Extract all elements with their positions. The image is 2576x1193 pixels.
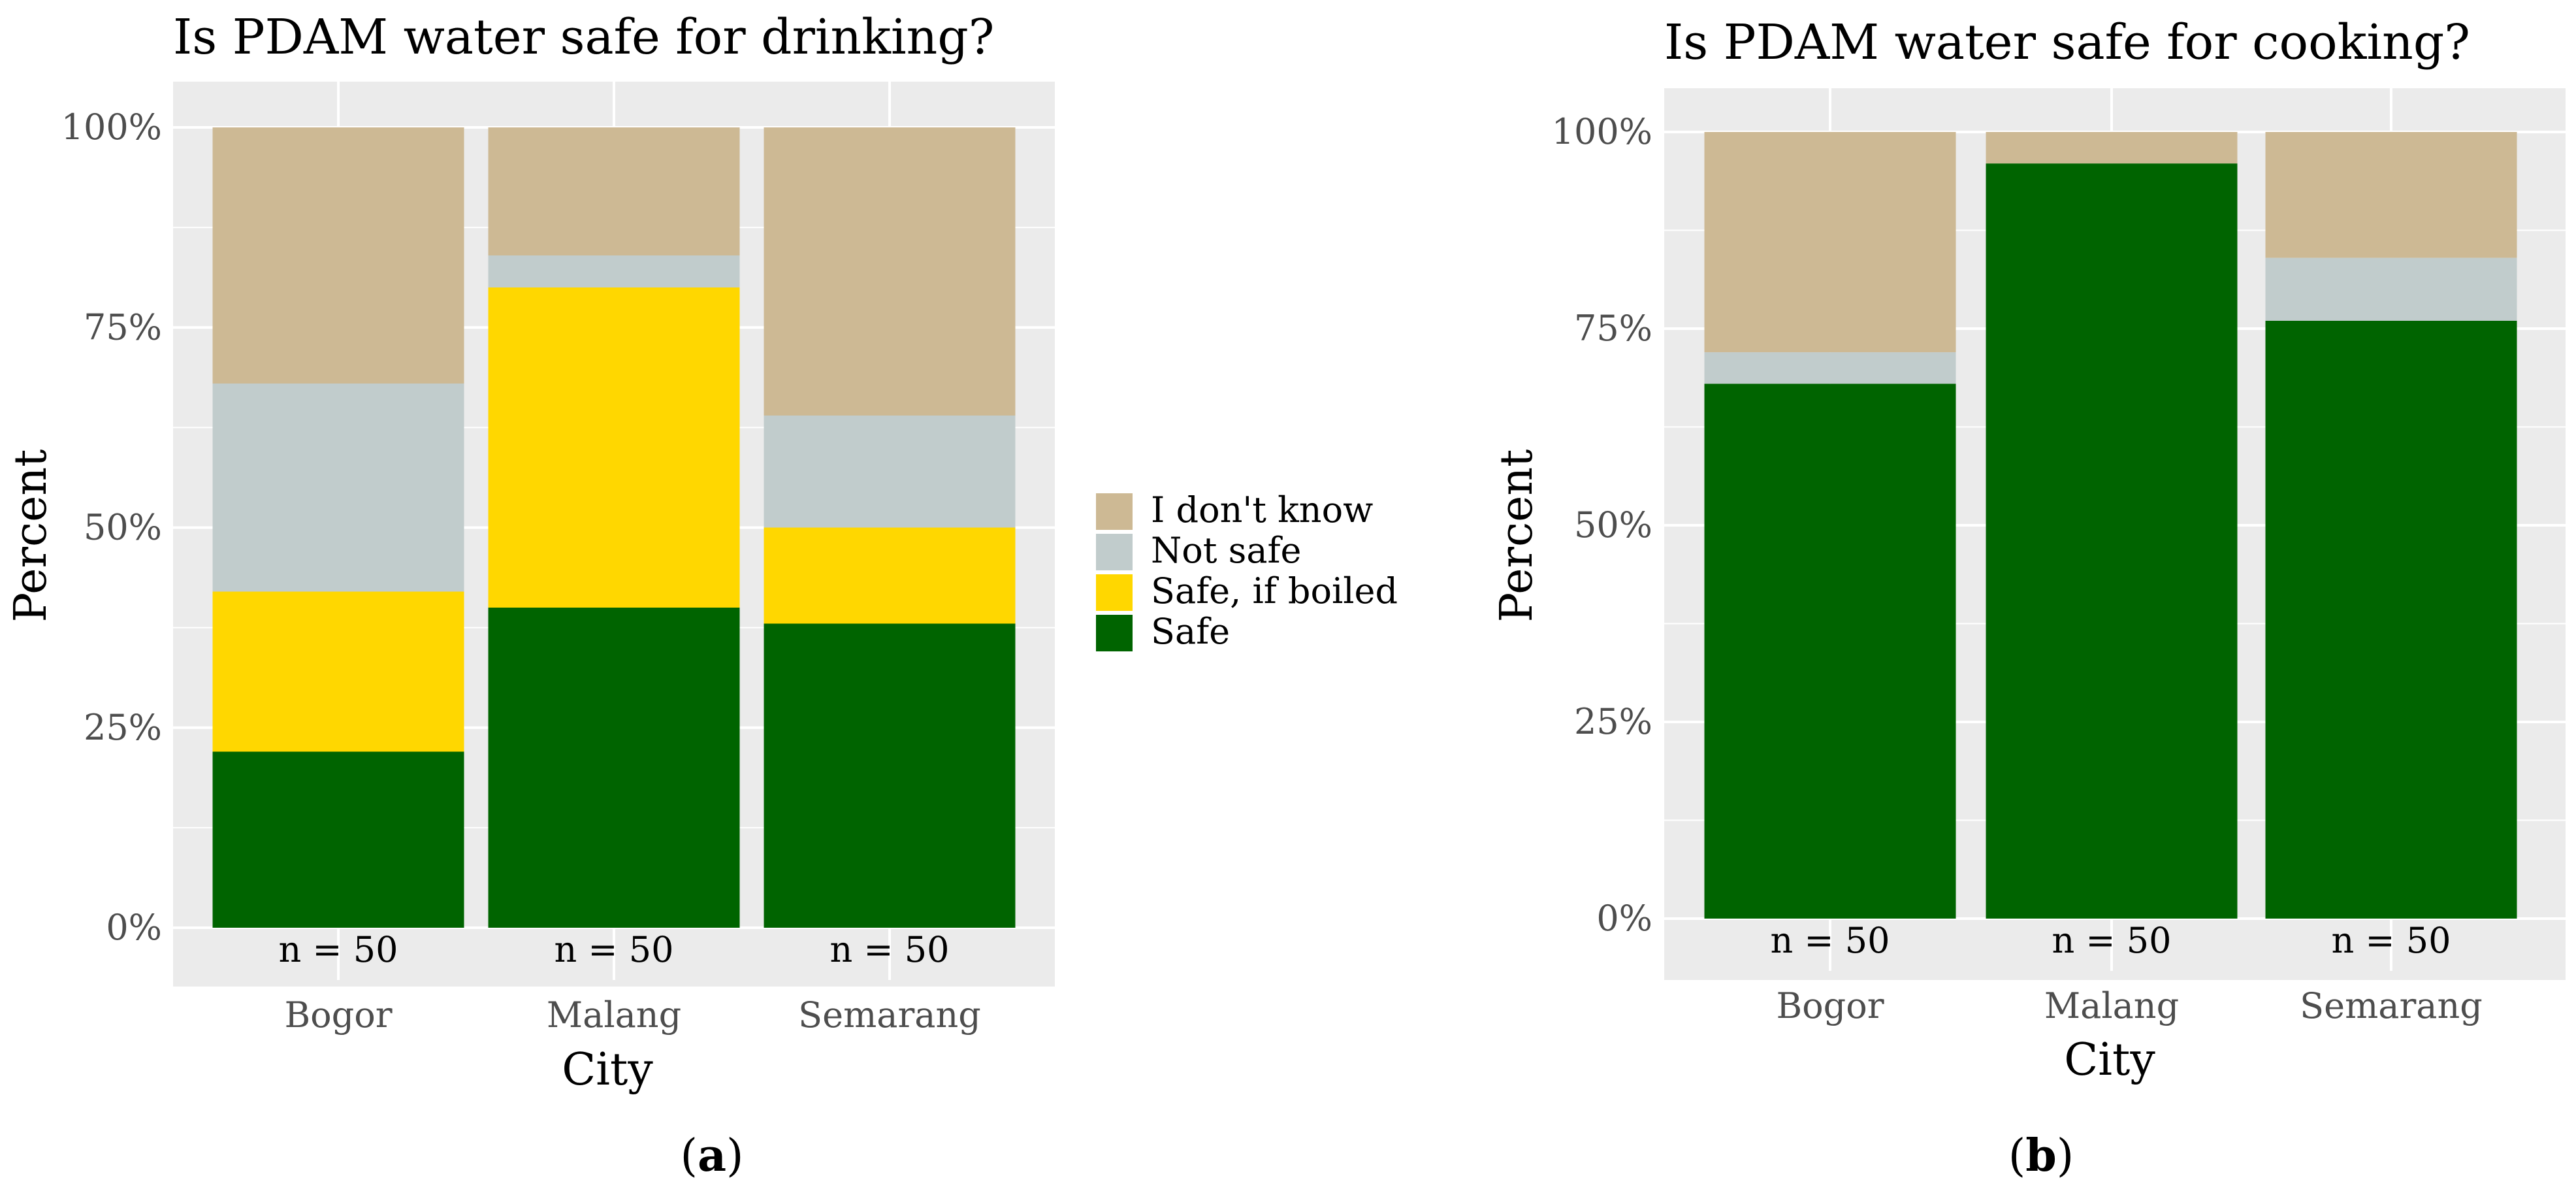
n-label-malang: n = 50 xyxy=(2052,920,2171,961)
x-tick-label-bogor: Bogor xyxy=(284,994,392,1036)
n-label-bogor: n = 50 xyxy=(1770,920,1890,961)
x-tick-label-bogor: Bogor xyxy=(1776,985,1884,1026)
drinking-n-labels: n = 50 n = 50 n = 50 xyxy=(278,929,949,970)
cooking-n-labels: n = 50 n = 50 n = 50 xyxy=(1770,920,2451,961)
bar-segment-malang-i-don-t-know xyxy=(1986,132,2238,164)
panel-label-b-letter: b xyxy=(2025,1130,2057,1182)
bar-segment-semarang-not-safe xyxy=(2265,257,2517,321)
cooking-y-tick-labels: 0% 25% 50% 75% 100% xyxy=(1552,111,1652,939)
drinking-y-tick-labels: 0% 25% 50% 75% 100% xyxy=(61,106,162,948)
cooking-x-axis-title: City xyxy=(2064,1034,2155,1086)
y-tick-label: 0% xyxy=(1596,898,1652,939)
n-label-bogor: n = 50 xyxy=(278,929,398,970)
bar-segment-semarang-i-don-t-know xyxy=(764,127,1016,416)
y-tick-label: 100% xyxy=(61,106,162,148)
cooking-chart: Is PDAM water safe for cooking? 0% 25% 50%… xyxy=(1491,14,2566,1182)
cooking-bars xyxy=(1704,132,2517,919)
drinking-chart: Is PDAM water safe for drinking? 0% 25% 50… xyxy=(5,9,1055,1182)
legend-key-i-don-t-know xyxy=(1096,493,1133,530)
bar-segment-bogor-not-safe xyxy=(1704,352,1956,384)
drinking-bars xyxy=(212,127,1016,928)
panel-label-b: (b) xyxy=(2008,1130,2074,1182)
bar-segment-bogor-safe xyxy=(1704,384,1956,919)
legend-label: Not safe xyxy=(1151,530,1301,571)
bar-segment-semarang-i-don-t-know xyxy=(2265,132,2517,258)
n-label-semarang: n = 50 xyxy=(2331,920,2451,961)
bar-segment-bogor-safe-if-boiled xyxy=(212,591,464,752)
legend-key-safe-if-boiled xyxy=(1096,574,1133,611)
cooking-x-tick-labels: Bogor Malang Semarang xyxy=(1776,985,2482,1026)
n-label-semarang: n = 50 xyxy=(829,929,949,970)
y-tick-label: 100% xyxy=(1552,111,1652,152)
bar-segment-bogor-not-safe xyxy=(212,384,464,592)
y-tick-label: 75% xyxy=(1574,308,1652,349)
x-tick-label-malang: Malang xyxy=(2044,985,2179,1026)
bar-segment-malang-safe xyxy=(488,608,740,928)
bar-segment-malang-safe xyxy=(1986,163,2238,919)
n-label-malang: n = 50 xyxy=(554,929,673,970)
legend-key-not-safe xyxy=(1096,534,1133,570)
y-tick-label: 75% xyxy=(84,306,162,348)
bar-segment-malang-not-safe xyxy=(488,255,740,287)
drinking-x-axis-title: City xyxy=(562,1044,653,1096)
legend-label: Safe, if boiled xyxy=(1151,570,1398,612)
bar-segment-bogor-safe xyxy=(212,751,464,928)
drinking-x-tick-labels: Bogor Malang Semarang xyxy=(284,994,980,1036)
y-tick-label: 50% xyxy=(1574,504,1652,546)
cooking-chart-title: Is PDAM water safe for cooking? xyxy=(1664,14,2470,71)
y-tick-label: 0% xyxy=(106,907,162,948)
bar-segment-bogor-i-don-t-know xyxy=(212,127,464,384)
panel-label-a: (a) xyxy=(680,1130,743,1182)
x-tick-label-malang: Malang xyxy=(547,994,681,1036)
drinking-y-axis-title: Percent xyxy=(5,449,57,623)
bar-segment-malang-safe-if-boiled xyxy=(488,287,740,608)
legend-key-safe xyxy=(1096,615,1133,651)
y-tick-label: 25% xyxy=(1574,701,1652,742)
y-tick-label: 50% xyxy=(84,507,162,548)
drinking-chart-title: Is PDAM water safe for drinking? xyxy=(173,9,994,65)
bar-segment-malang-i-don-t-know xyxy=(488,127,740,255)
bar-segment-bogor-i-don-t-know xyxy=(1704,132,1956,353)
y-tick-label: 25% xyxy=(84,707,162,748)
x-tick-label-semarang: Semarang xyxy=(2300,985,2483,1026)
bar-segment-semarang-safe xyxy=(2265,320,2517,919)
bar-segment-semarang-safe-if-boiled xyxy=(764,527,1016,624)
cooking-y-axis-title: Percent xyxy=(1491,449,1543,623)
legend-label: I don't know xyxy=(1151,489,1373,531)
legend-label: Safe xyxy=(1151,611,1230,652)
panel-label-a-letter: a xyxy=(698,1130,726,1182)
bar-segment-semarang-not-safe xyxy=(764,416,1016,528)
x-tick-label-semarang: Semarang xyxy=(798,994,981,1036)
bar-segment-semarang-safe xyxy=(764,623,1016,928)
